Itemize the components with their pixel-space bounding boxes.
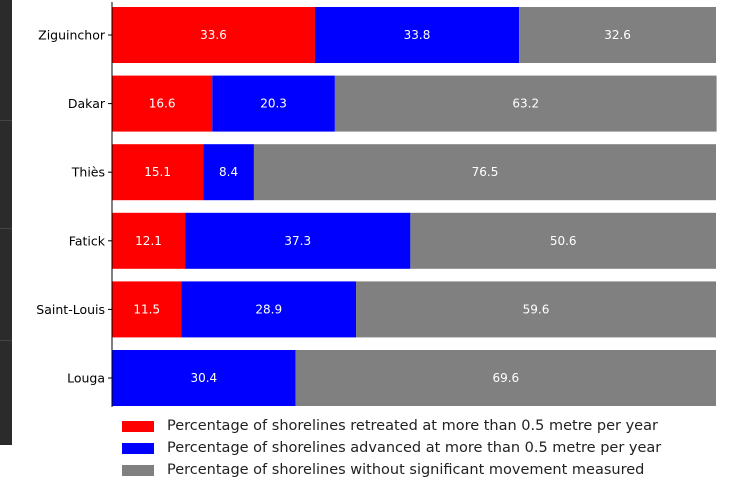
value-label-ziguinchor-series-0: 33.6 [200, 28, 227, 42]
bar-louga-series-2 [295, 350, 716, 406]
y-tick-label-thi-s: Thiès [71, 165, 105, 180]
bar-fatick-series-0 [112, 212, 186, 269]
value-label-fatick-series-2: 50.6 [550, 234, 577, 248]
value-label-thi-s-series-0: 15.1 [144, 165, 171, 179]
strip-divider [0, 340, 12, 341]
bar-ziguinchor-series-2 [519, 7, 716, 63]
bar-saint-louis-series-2 [356, 281, 716, 338]
legend-label-retreated: Percentage of shorelines retreated at mo… [167, 418, 658, 434]
y-tick-label-louga: Louga [67, 371, 105, 386]
stacked-bar-chart: 33.6 33.8 32.6 16.6 20.3 63.2 15.1 8.4 76.5 12.1 3… [36, 2, 717, 407]
y-tick-label-fatick: Fatick [69, 233, 106, 248]
value-label-thi-s-series-2: 76.5 [472, 165, 499, 179]
value-label-louga-series-1: 30.4 [190, 371, 217, 385]
legend-label-stable: Percentage of shorelines without signifi… [167, 462, 645, 478]
value-label-dakar-series-0: 16.6 [149, 97, 176, 111]
left-edge-strip [0, 0, 12, 445]
legend-item-stable: Percentage of shorelines without signifi… [122, 459, 661, 481]
value-label-dakar-series-1: 20.3 [260, 97, 287, 111]
y-tick-label-saint-louis: Saint-Louis [36, 302, 105, 317]
bar-dakar-series-1 [212, 75, 335, 132]
bar-ziguinchor-series-0 [112, 7, 315, 63]
strip-divider [0, 120, 12, 121]
legend-item-advanced: Percentage of shorelines advanced at mor… [122, 437, 661, 459]
bar-fatick-series-2 [410, 212, 716, 269]
legend-label-advanced: Percentage of shorelines advanced at mor… [167, 440, 662, 456]
y-tick-label-dakar: Dakar [68, 96, 106, 111]
y-tick-label-ziguinchor: Ziguinchor [38, 28, 106, 43]
value-label-saint-louis-series-2: 59.6 [523, 302, 550, 316]
value-label-fatick-series-0: 12.1 [135, 234, 162, 248]
legend-swatch-stable [122, 464, 154, 476]
bar-thi-s-series-1 [203, 144, 254, 201]
value-label-ziguinchor-series-1: 33.8 [404, 28, 431, 42]
bars-layer: 33.6 33.8 32.6 16.6 20.3 63.2 15.1 8.4 76.5 12.1 3… [108, 7, 717, 406]
bar-thi-s-series-2 [253, 144, 716, 201]
value-label-ziguinchor-series-2: 32.6 [604, 28, 631, 42]
bar-fatick-series-1 [185, 212, 411, 269]
value-label-fatick-series-1: 37.3 [284, 234, 311, 248]
value-label-saint-louis-series-1: 28.9 [255, 302, 282, 316]
legend-swatch-advanced [122, 442, 154, 454]
bar-saint-louis-series-1 [181, 281, 357, 338]
value-label-dakar-series-2: 63.2 [512, 97, 539, 111]
value-label-thi-s-series-1: 8.4 [219, 165, 238, 179]
bar-ziguinchor-series-1 [314, 7, 520, 63]
strip-divider [0, 228, 12, 229]
value-label-louga-series-2: 69.6 [492, 371, 519, 385]
legend-swatch-retreated [122, 420, 154, 432]
bar-dakar-series-0 [112, 75, 213, 132]
bar-louga-series-1 [112, 350, 296, 406]
y-axis: Ziguinchor Dakar Thiès Fatick Saint-Louis Lou… [36, 2, 113, 407]
chart-legend: Percentage of shorelines retreated at mo… [122, 415, 661, 481]
legend-item-retreated: Percentage of shorelines retreated at mo… [122, 415, 661, 437]
bar-dakar-series-2 [334, 75, 717, 132]
value-label-saint-louis-series-0: 11.5 [133, 302, 160, 316]
bar-saint-louis-series-0 [112, 281, 182, 338]
bar-thi-s-series-0 [112, 144, 204, 201]
